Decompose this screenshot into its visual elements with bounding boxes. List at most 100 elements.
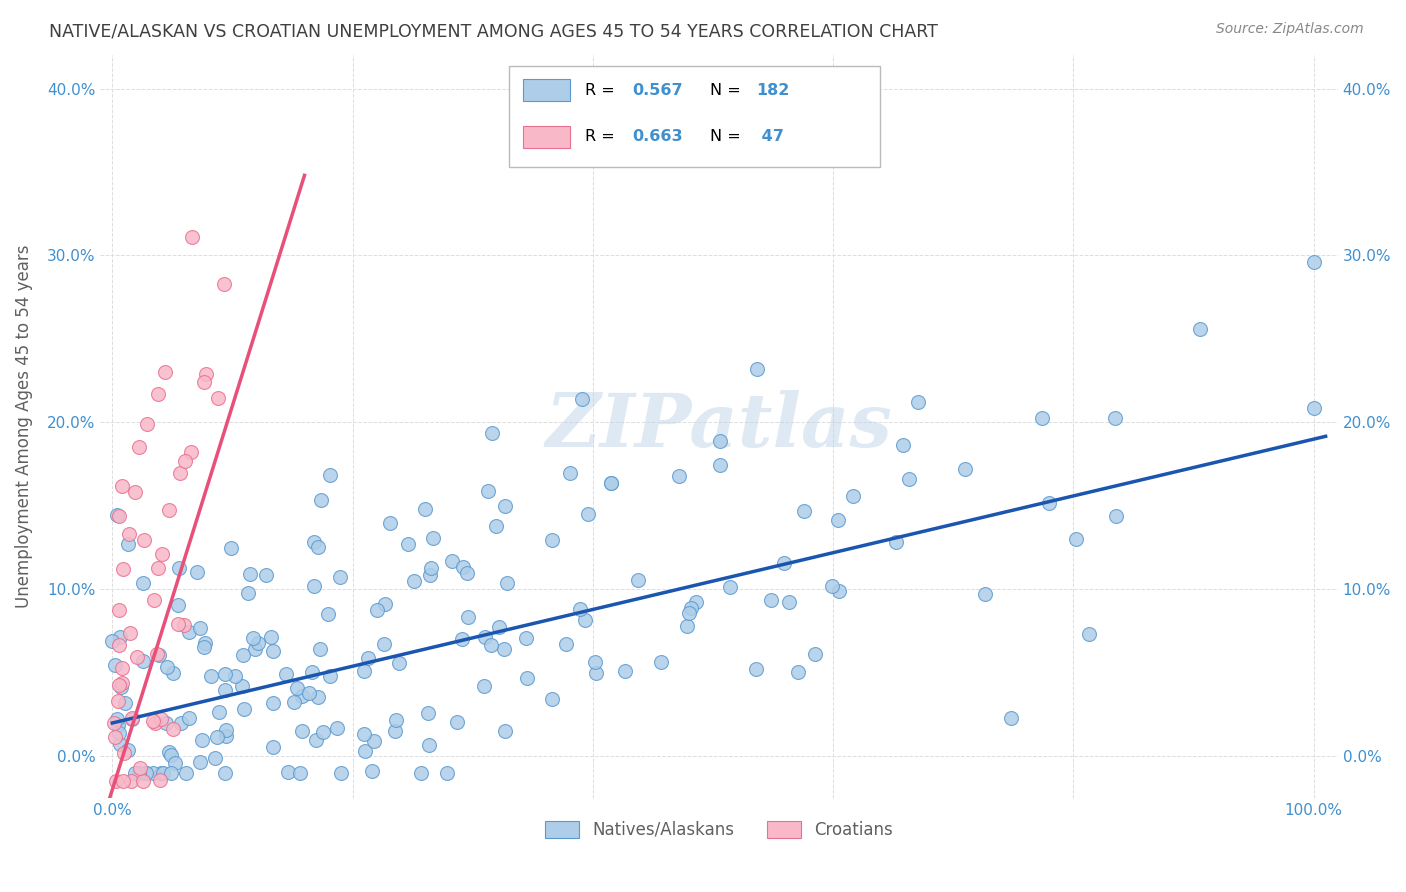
Point xyxy=(453,560,475,574)
Point xyxy=(104,730,127,744)
Point xyxy=(422,531,444,545)
Point xyxy=(224,669,246,683)
Point xyxy=(176,766,198,780)
Point xyxy=(600,476,623,491)
Point xyxy=(329,570,352,584)
Point xyxy=(363,734,385,748)
Point xyxy=(384,724,406,739)
Point xyxy=(828,584,851,599)
Point xyxy=(827,512,849,526)
Point xyxy=(436,766,458,780)
Point xyxy=(104,657,127,672)
Point xyxy=(488,620,510,634)
Point xyxy=(307,540,329,554)
Point xyxy=(232,648,254,662)
Point xyxy=(108,638,131,652)
Text: 47: 47 xyxy=(756,129,785,145)
Point xyxy=(150,712,173,726)
Point xyxy=(219,541,242,556)
Point xyxy=(419,561,441,575)
Point xyxy=(276,667,298,681)
Point xyxy=(167,561,190,575)
Y-axis label: Unemployment Among Ages 45 to 54 years: Unemployment Among Ages 45 to 54 years xyxy=(15,245,32,608)
Point xyxy=(143,715,166,730)
Point xyxy=(474,630,496,644)
Point xyxy=(111,774,134,789)
Point xyxy=(759,593,782,607)
Point xyxy=(457,610,479,624)
Point xyxy=(135,766,157,780)
Point xyxy=(302,579,325,593)
Point xyxy=(418,738,440,752)
Point xyxy=(496,575,519,590)
Point xyxy=(162,666,184,681)
Point xyxy=(1031,410,1053,425)
Point xyxy=(152,766,174,780)
Point xyxy=(263,696,285,710)
Point xyxy=(481,426,503,441)
Point xyxy=(301,665,323,680)
Point xyxy=(793,504,815,518)
Point xyxy=(243,642,266,657)
Point xyxy=(1000,711,1022,725)
Point xyxy=(114,696,136,710)
Point xyxy=(214,667,236,681)
Point xyxy=(277,765,299,780)
Point xyxy=(118,526,141,541)
Point xyxy=(576,508,599,522)
Point xyxy=(627,573,650,587)
Point xyxy=(515,631,537,645)
Point xyxy=(132,774,155,789)
Point xyxy=(173,618,195,632)
Text: R =: R = xyxy=(585,129,620,145)
Point xyxy=(747,361,769,376)
Point xyxy=(398,537,420,551)
Point xyxy=(150,766,173,780)
Point xyxy=(157,503,180,517)
Point xyxy=(419,568,441,582)
Point xyxy=(676,619,699,633)
Point xyxy=(135,766,157,780)
Point xyxy=(541,692,564,706)
Point xyxy=(291,690,314,704)
Point xyxy=(285,681,308,695)
Point xyxy=(318,607,340,621)
Point xyxy=(450,632,472,646)
Point xyxy=(108,603,131,617)
Point xyxy=(152,547,174,561)
Point xyxy=(772,556,794,570)
Point xyxy=(149,772,172,787)
Point xyxy=(288,766,311,780)
Point xyxy=(146,561,169,575)
Point xyxy=(112,562,135,576)
Point xyxy=(120,774,142,789)
Text: ZIPatlas: ZIPatlas xyxy=(546,391,893,463)
Point xyxy=(307,690,329,705)
Point xyxy=(148,648,170,662)
Point xyxy=(494,499,516,513)
Point xyxy=(891,438,914,452)
Point xyxy=(146,648,169,662)
Point xyxy=(492,642,515,657)
Point xyxy=(155,715,177,730)
Point xyxy=(404,574,426,589)
Point xyxy=(205,731,228,745)
Point xyxy=(484,519,506,533)
Point xyxy=(143,593,166,607)
Point xyxy=(718,580,741,594)
Point xyxy=(111,675,134,690)
Point xyxy=(366,603,388,617)
Point xyxy=(215,729,238,743)
Point xyxy=(108,726,131,740)
Point xyxy=(1188,322,1211,336)
Point xyxy=(157,745,180,759)
Point xyxy=(112,746,135,760)
Point xyxy=(884,534,907,549)
Point xyxy=(107,508,129,523)
Point xyxy=(583,656,606,670)
Point xyxy=(132,533,155,547)
Point xyxy=(456,566,478,580)
Point xyxy=(709,458,731,472)
Point xyxy=(440,554,463,568)
Point xyxy=(308,641,330,656)
